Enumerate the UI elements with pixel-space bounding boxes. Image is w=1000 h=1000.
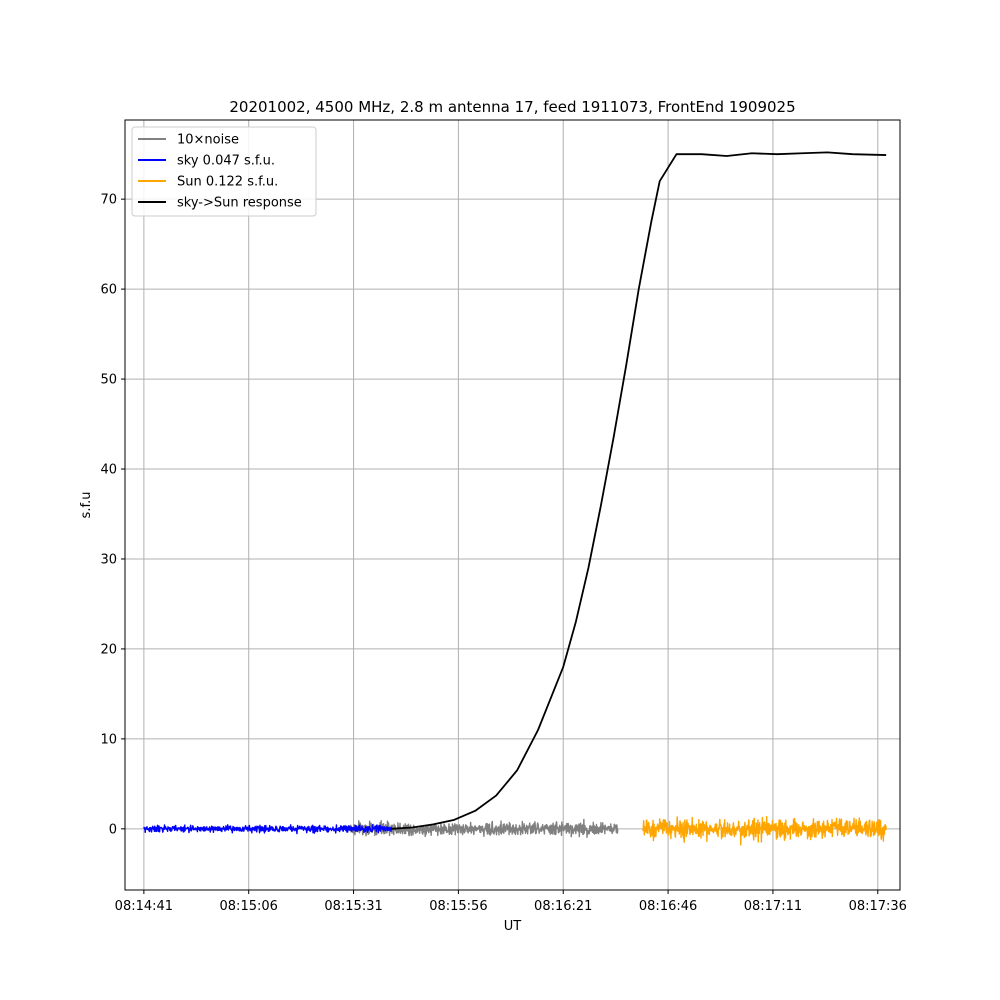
series-10-noise-line (348, 818, 619, 839)
series-sky-0-047-s-f-u-line (143, 824, 392, 835)
y-tick-label: 30 (100, 552, 117, 567)
plot-series (143, 151, 887, 846)
x-tick-label: 08:14:41 (115, 899, 173, 914)
x-axis-label: UT (504, 919, 522, 934)
y-tick-label: 60 (100, 283, 117, 298)
legend: 10×noise sky 0.047 s.f.u. Sun 0.122 s.f.u.… (131, 126, 317, 217)
series-sky-sun-response-line (391, 151, 887, 830)
x-tick-label: 08:17:36 (849, 899, 907, 914)
x-tick-label: 08:15:31 (324, 899, 382, 914)
y-tick-label: 0 (109, 822, 117, 837)
x-tick-label: 08:15:56 (429, 899, 487, 914)
series-sun-0-122-s-f-u-line (642, 816, 887, 846)
legend-label: sky->Sun response (177, 196, 302, 211)
y-tick-label: 20 (100, 642, 117, 657)
x-tick-label: 08:15:06 (220, 899, 278, 914)
legend-box (131, 126, 317, 217)
y-tick-label: 50 (100, 373, 117, 388)
x-tick-label: 08:17:11 (744, 899, 802, 914)
legend-label: 10×noise (177, 133, 239, 148)
x-tick-label: 08:16:46 (639, 899, 697, 914)
x-tick-label: 08:16:21 (534, 899, 592, 914)
plot-frame (124, 119, 901, 891)
legend-label: sky 0.047 s.f.u. (177, 154, 275, 169)
chart-title: 20201002, 4500 MHz, 2.8 m antenna 17, fe… (229, 98, 795, 116)
y-tick-label: 70 (100, 193, 117, 208)
x-axis-ticks: 08:14:41 08:15:06 08:15:31 08:15:56 08:16:21… (115, 890, 907, 914)
y-tick-label: 10 (100, 732, 117, 747)
y-axis-label: s.f.u (79, 492, 94, 519)
y-tick-label: 40 (100, 463, 117, 478)
y-axis-ticks: 0 10 20 30 40 50 60 70 (100, 193, 125, 837)
legend-label: Sun 0.122 s.f.u. (177, 175, 278, 190)
